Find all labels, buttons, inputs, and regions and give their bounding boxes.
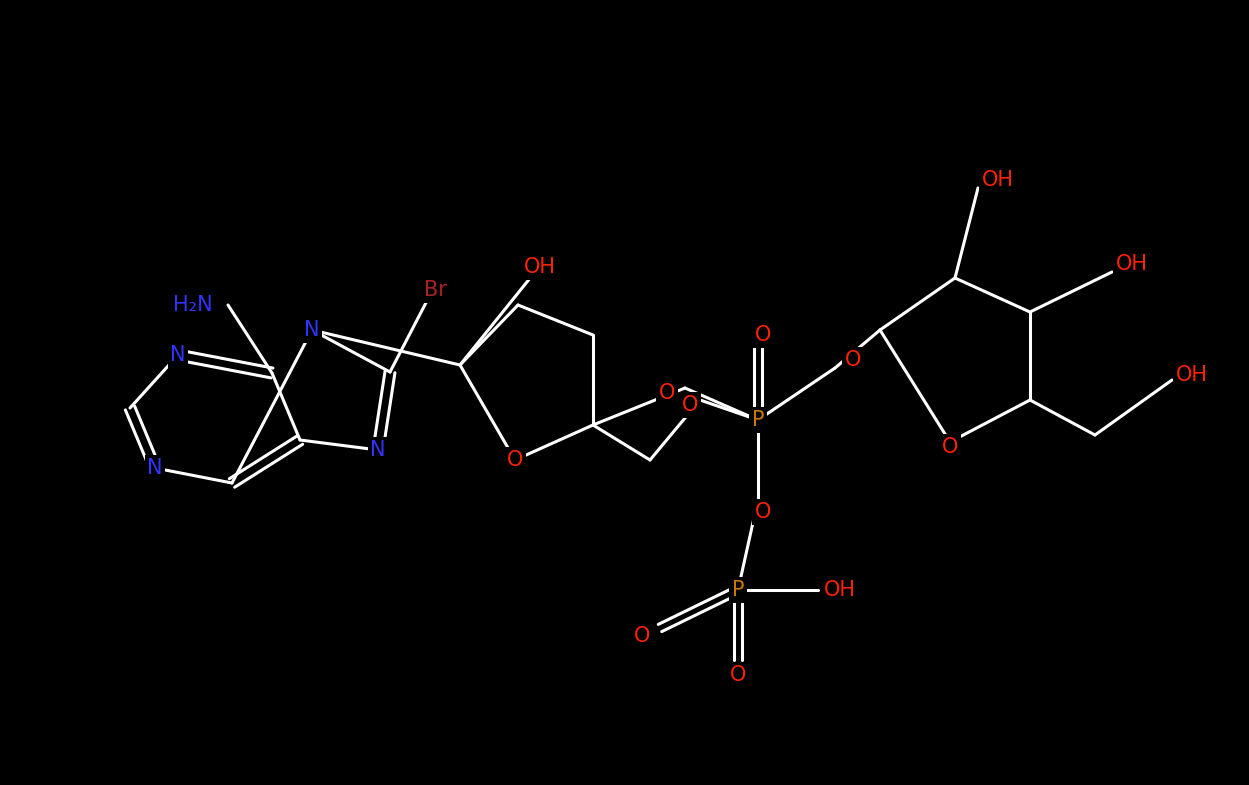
Text: OH: OH bbox=[525, 257, 556, 277]
Text: O: O bbox=[942, 437, 958, 457]
Text: N: N bbox=[305, 320, 320, 340]
Text: O: O bbox=[682, 395, 698, 415]
Text: O: O bbox=[754, 502, 771, 522]
Text: N: N bbox=[170, 345, 186, 365]
Text: OH: OH bbox=[824, 580, 856, 600]
Text: OH: OH bbox=[1117, 254, 1148, 274]
Text: H₂N: H₂N bbox=[174, 295, 214, 315]
Text: O: O bbox=[633, 626, 651, 646]
Text: O: O bbox=[658, 383, 676, 403]
Text: N: N bbox=[147, 458, 162, 478]
Text: OH: OH bbox=[1177, 365, 1208, 385]
Text: Br: Br bbox=[423, 280, 446, 300]
Text: O: O bbox=[844, 350, 862, 370]
Text: O: O bbox=[754, 325, 771, 345]
Text: O: O bbox=[507, 450, 523, 470]
Text: O: O bbox=[729, 665, 746, 685]
Text: P: P bbox=[732, 580, 744, 600]
Text: N: N bbox=[370, 440, 386, 460]
Text: OH: OH bbox=[982, 170, 1014, 190]
Text: P: P bbox=[752, 410, 764, 430]
